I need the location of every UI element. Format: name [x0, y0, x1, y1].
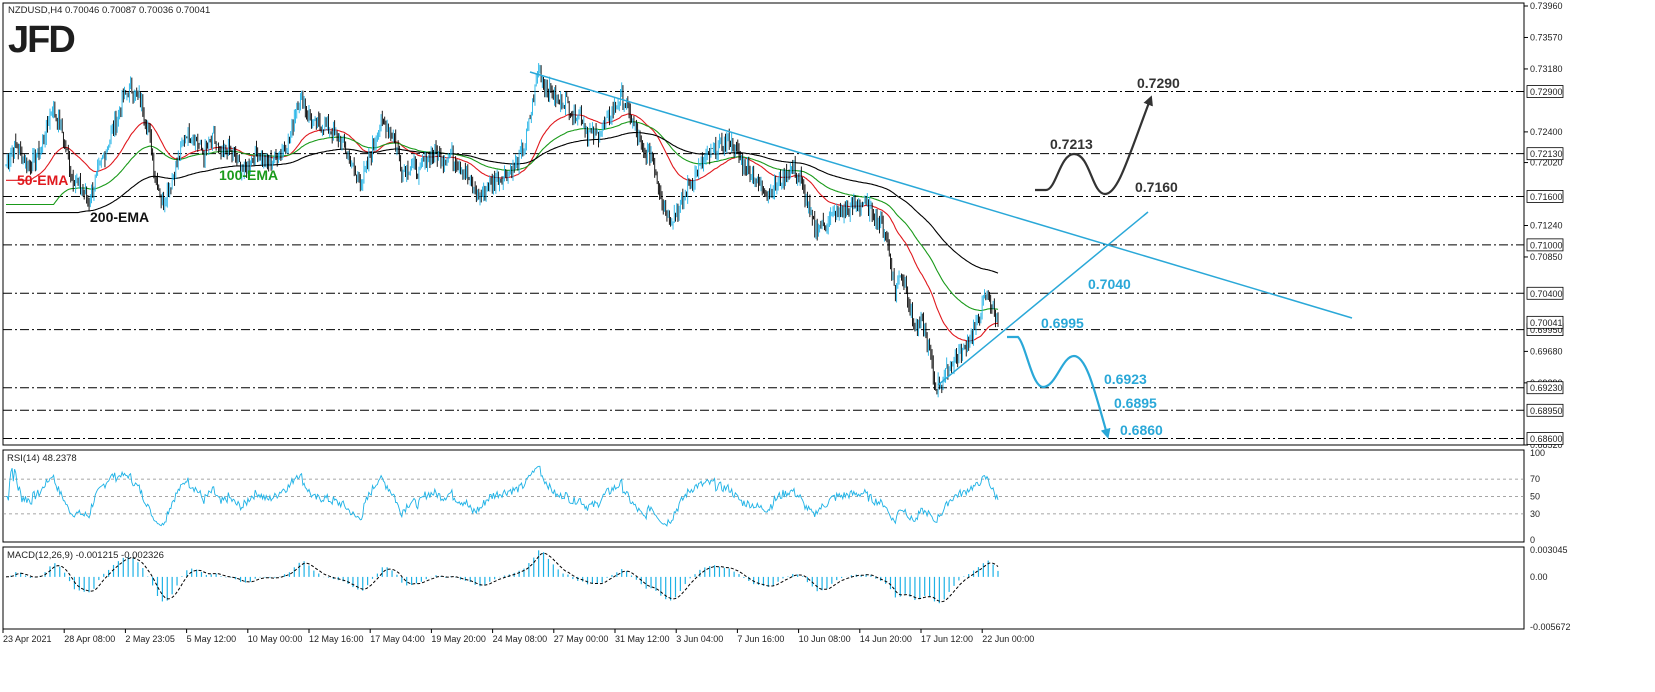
- price-tick-label: 0.68520: [1530, 440, 1563, 450]
- macd-tick-label: 0.003045: [1530, 545, 1568, 555]
- price-tick-label: 0.71240: [1530, 221, 1563, 231]
- time-tick-label: 10 May 00:00: [248, 634, 303, 644]
- price-tick-label: 0.69680: [1530, 346, 1563, 356]
- label-0-7040: 0.7040: [1088, 276, 1131, 292]
- time-tick-label: 27 May 00:00: [554, 634, 609, 644]
- time-tick-label: 5 May 12:00: [187, 634, 237, 644]
- macd-panel-border: [2, 546, 1525, 630]
- label-0-7160: 0.7160: [1135, 179, 1178, 195]
- level-box: [1526, 403, 1564, 417]
- time-tick-label: 17 Jun 12:00: [921, 634, 973, 644]
- ema100-label: 100-EMA: [219, 167, 278, 183]
- level-label: 0.71000: [1530, 240, 1563, 250]
- price-tick-label: 0.73570: [1530, 32, 1563, 42]
- label-0-7290: 0.7290: [1137, 75, 1180, 91]
- bullish-scenario-arrow: [1035, 95, 1153, 196]
- time-tick-label: 23 Apr 2021: [3, 634, 52, 644]
- level-box: [1526, 432, 1564, 445]
- rsi-tick-label: 30: [1530, 509, 1540, 519]
- main-panel-border: [2, 2, 1525, 446]
- horizontal-levels: [3, 91, 1524, 440]
- moving-averages: [6, 113, 999, 342]
- ema200-line: [6, 131, 999, 274]
- level-label: 0.70400: [1530, 289, 1563, 299]
- symbol-info: NZDUSD,H4 0.70046 0.70087 0.70036 0.7004…: [8, 5, 210, 16]
- time-tick-label: 14 Jun 20:00: [860, 634, 912, 644]
- rsi-tick-label: 0: [1530, 535, 1535, 545]
- time-tick-label: 28 Apr 08:00: [64, 634, 115, 644]
- scenario-arrows: [1007, 95, 1153, 439]
- label-0-6995: 0.6995: [1041, 315, 1084, 331]
- level-label: 0.71600: [1530, 192, 1563, 202]
- time-tick-label: 7 Jun 16:00: [737, 634, 784, 644]
- macd-indicator: [5, 550, 999, 604]
- level-box: [1526, 238, 1564, 252]
- rsi-tick-label: 70: [1530, 474, 1540, 484]
- price-tick-label: 0.70850: [1530, 252, 1563, 262]
- current-price-label: 0.70041: [1530, 318, 1563, 328]
- rsi-indicator: [3, 465, 1524, 527]
- level-label: 0.69230: [1530, 383, 1563, 393]
- label-0-7213: 0.7213: [1050, 136, 1093, 152]
- time-tick-label: 2 May 23:05: [125, 634, 175, 644]
- macd-tick-label: -0.005672: [1530, 622, 1571, 632]
- current-price-box: [1526, 315, 1564, 329]
- level-label: 0.72130: [1530, 149, 1563, 159]
- time-tick-label: 24 May 08:00: [493, 634, 548, 644]
- time-tick-label: 31 May 12:00: [615, 634, 670, 644]
- level-label: 0.68950: [1530, 406, 1563, 416]
- time-tick-label: 19 May 20:00: [431, 634, 486, 644]
- rsi-tick-label: 100: [1530, 448, 1545, 458]
- price-tick-label: 0.73960: [1530, 1, 1563, 11]
- rsi-title: RSI(14) 48.2378: [7, 453, 77, 464]
- macd-tick-label: 0.00: [1530, 572, 1548, 582]
- level-label: 0.72900: [1530, 87, 1563, 97]
- bearish-scenario-arrow: [1007, 335, 1111, 439]
- uptrend-line: [937, 211, 1149, 386]
- level-box: [1526, 85, 1564, 98]
- time-tick-label: 12 May 16:00: [309, 634, 364, 644]
- rsi-tick-label: 50: [1530, 492, 1540, 502]
- ema200-label: 200-EMA: [90, 209, 149, 225]
- label-0-6895: 0.6895: [1114, 395, 1157, 411]
- time-tick-label: 3 Jun 04:00: [676, 634, 723, 644]
- trendlines: [529, 71, 1353, 386]
- macd-title: MACD(12,26,9) -0.001215 -0.002326: [7, 550, 164, 561]
- ema50-label: 50-EMA: [17, 172, 68, 188]
- level-box: [1526, 147, 1564, 161]
- time-tick-label: 17 May 04:00: [370, 634, 425, 644]
- ema100-line: [6, 121, 999, 312]
- time-tick-label: 10 Jun 08:00: [799, 634, 851, 644]
- level-box: [1526, 190, 1564, 203]
- price-tick-label: 0.72400: [1530, 127, 1563, 137]
- time-tick-label: 22 Jun 00:00: [982, 634, 1034, 644]
- downtrend-line: [529, 71, 1353, 319]
- level-label: 0.69950: [1530, 325, 1563, 335]
- axis-labels: 0.73960 0.73570 0.73180 0.72400 0.72020 0.712…: [2, 1, 1571, 644]
- candles: [5, 63, 999, 398]
- rsi-line: [6, 465, 999, 527]
- label-0-6860: 0.6860: [1120, 422, 1163, 438]
- level-box: [1526, 381, 1564, 395]
- price-tick-label: 0.72020: [1530, 158, 1563, 168]
- price-tick-label: 0.73180: [1530, 64, 1563, 74]
- rsi-panel-border: [2, 449, 1525, 543]
- label-0-6923: 0.6923: [1104, 371, 1147, 387]
- level-box: [1526, 286, 1564, 300]
- level-label: 0.68600: [1530, 434, 1563, 444]
- jfd-logo: JFD: [8, 19, 74, 61]
